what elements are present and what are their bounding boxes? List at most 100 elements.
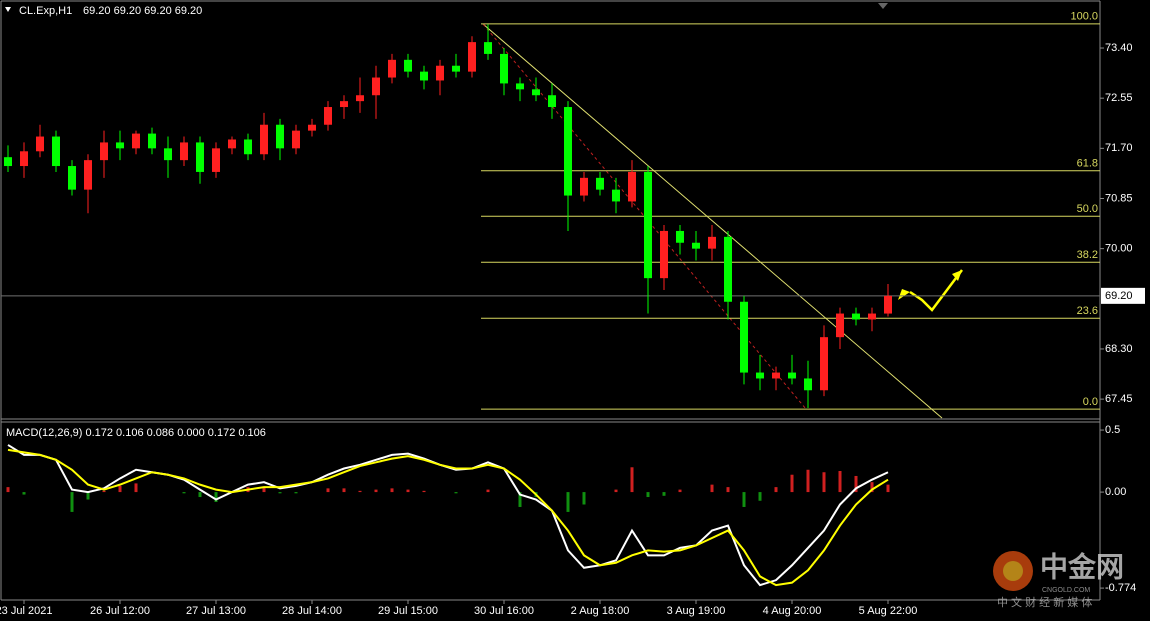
x-tick-label: 27 Jul 13:00: [186, 605, 246, 617]
fib-label: 50.0: [1077, 203, 1098, 215]
candle-body: [820, 337, 828, 391]
logo-name: 中金网: [1040, 550, 1124, 582]
y-tick-label: -0.774: [1105, 582, 1136, 594]
candle-body: [612, 189, 620, 202]
candle-body: [852, 313, 860, 320]
candle-body: [868, 313, 876, 320]
arrow-head: [898, 289, 910, 300]
candle-body: [4, 157, 12, 167]
candle-body: [708, 236, 716, 249]
fib-label: 100.0: [1070, 11, 1098, 23]
candle-body: [772, 372, 780, 379]
price-tag-label: 69.20: [1105, 290, 1133, 302]
menu-icon[interactable]: [5, 7, 11, 12]
candle-body: [804, 378, 812, 391]
x-tick-label: 3 Aug 19:00: [667, 605, 726, 617]
x-tick-label: 5 Aug 22:00: [859, 605, 918, 617]
y-tick-label: 70.00: [1105, 243, 1133, 255]
x-tick-label: 23 Jul 2021: [0, 605, 52, 617]
x-tick-label: 2 Aug 18:00: [571, 605, 630, 617]
candle-body: [628, 171, 636, 202]
candle-body: [660, 230, 668, 279]
y-tick-label: 0.5: [1105, 424, 1120, 436]
candle-body: [164, 148, 172, 161]
logo-slogan: 中 文 财 经 新 媒 体: [997, 595, 1092, 609]
y-tick-label: 67.45: [1105, 393, 1133, 405]
candle-body: [148, 133, 156, 149]
candle-body: [500, 53, 508, 84]
fib-label: 61.8: [1077, 158, 1098, 170]
candle-body: [884, 295, 892, 314]
candle-body: [84, 160, 92, 190]
fib-label: 23.6: [1077, 305, 1098, 317]
candle-body: [372, 77, 380, 96]
trend-line: [482, 23, 943, 419]
candle-body: [564, 107, 572, 196]
x-tick-label: 29 Jul 15:00: [378, 605, 438, 617]
y-tick-label: 0.00: [1105, 486, 1126, 498]
x-tick-label: 4 Aug 20:00: [763, 605, 822, 617]
candle-body: [212, 148, 220, 172]
candle-body: [116, 142, 124, 149]
x-tick-label: 26 Jul 12:00: [90, 605, 150, 617]
logo-mark: [1003, 561, 1023, 581]
candle-body: [596, 177, 604, 190]
logo-site: CNGOLD.COM: [1042, 587, 1090, 594]
candle-body: [580, 177, 588, 196]
candle-body: [420, 71, 428, 81]
candle-body: [756, 372, 764, 379]
y-tick-label: 70.85: [1105, 192, 1133, 204]
candle-body: [676, 230, 684, 243]
candle-body: [260, 124, 268, 155]
indicator-label: MACD(12,26,9) 0.172 0.106 0.086 0.000 0.…: [6, 427, 266, 439]
candle-body: [388, 59, 396, 78]
candle-body: [356, 95, 364, 102]
quote: 69.20 69.20 69.20 69.20: [83, 5, 202, 17]
arrow-head: [952, 270, 962, 281]
macd-line: [7, 448, 889, 587]
candle-body: [36, 136, 44, 152]
candle-body: [692, 242, 700, 249]
candle-body: [436, 65, 444, 81]
candle-body: [516, 83, 524, 90]
candle-body: [836, 313, 844, 338]
candle-body: [244, 139, 252, 155]
y-tick-label: 68.30: [1105, 343, 1133, 355]
watermark: 中金网 CNGOLD.COM 中 文 财 经 新 媒 体: [993, 550, 1124, 609]
candle-body: [340, 101, 348, 108]
candle-body: [452, 65, 460, 72]
candle-body: [132, 133, 140, 149]
candle-body: [180, 142, 188, 161]
fib-label: 38.2: [1077, 249, 1098, 261]
candle-body: [788, 372, 796, 379]
candle-body: [740, 301, 748, 373]
candle-body: [52, 136, 60, 167]
x-tick-label: 28 Jul 14:00: [282, 605, 342, 617]
y-tick-label: 73.40: [1105, 42, 1133, 54]
candle-body: [484, 42, 492, 54]
candle-body: [324, 107, 332, 125]
symbol: CL.Exp,H1: [19, 5, 72, 17]
candle-body: [20, 151, 28, 167]
candle-body: [100, 142, 108, 161]
candle-body: [308, 124, 316, 131]
frame: [0, 0, 1101, 601]
candle-body: [468, 42, 476, 72]
scroll-icon[interactable]: [878, 3, 888, 9]
candle-body: [548, 95, 556, 108]
price-tag: [1101, 287, 1145, 304]
candle-body: [292, 130, 300, 149]
candle-body: [276, 124, 284, 149]
candle-body: [532, 89, 540, 96]
candle-body: [404, 59, 412, 72]
x-tick-label: 30 Jul 16:00: [474, 605, 534, 617]
y-tick-label: 72.55: [1105, 92, 1133, 104]
y-tick-label: 71.70: [1105, 142, 1133, 154]
candle-body: [644, 171, 652, 279]
candle-body: [68, 166, 76, 190]
candle-body: [228, 139, 236, 149]
candle-body: [196, 142, 204, 172]
fib-label: 0.0: [1083, 396, 1098, 408]
